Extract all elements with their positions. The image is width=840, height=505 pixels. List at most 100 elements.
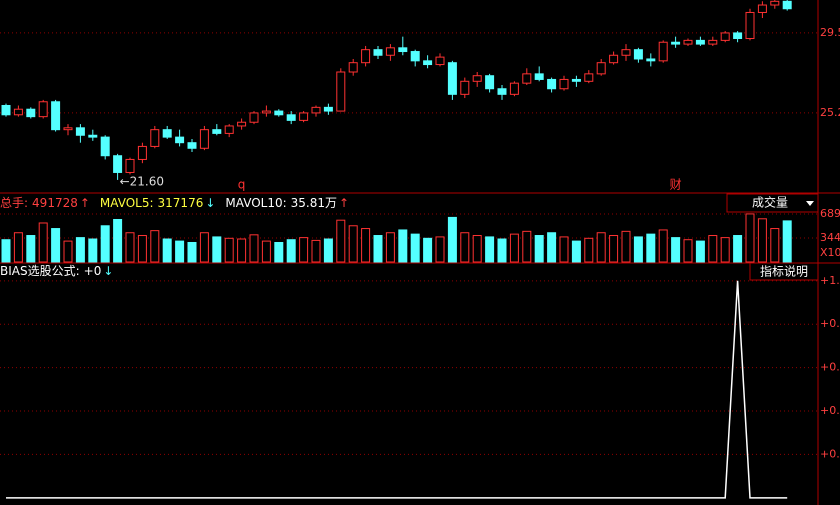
volume-bar bbox=[695, 240, 705, 263]
candle-body bbox=[162, 129, 172, 138]
volume-bar bbox=[212, 236, 222, 263]
volume-bar bbox=[633, 236, 643, 263]
volume-bar bbox=[720, 237, 730, 263]
volume-bar bbox=[100, 225, 110, 263]
volume-bar bbox=[113, 218, 123, 263]
volume-bar bbox=[596, 232, 606, 263]
volume-bar bbox=[1, 239, 11, 263]
y-tick-label: +0.2 bbox=[820, 447, 840, 460]
candle-body bbox=[13, 108, 23, 116]
candle-body bbox=[237, 121, 247, 127]
event-marker: q bbox=[238, 178, 246, 192]
candle-body bbox=[658, 41, 668, 62]
header-value: 35.81万 bbox=[291, 196, 337, 210]
candle-body bbox=[646, 58, 656, 62]
candle-body bbox=[187, 142, 197, 149]
candle-body bbox=[113, 155, 123, 173]
y-tick-label: +1.0 bbox=[820, 274, 840, 287]
volume-bar bbox=[547, 232, 557, 263]
volume-bar bbox=[38, 222, 48, 263]
candle-body bbox=[1, 104, 11, 116]
volume-bar bbox=[237, 238, 247, 263]
indicator-button[interactable] bbox=[749, 262, 819, 281]
volume-bar bbox=[199, 232, 209, 263]
candle-body bbox=[75, 127, 85, 136]
candle-body bbox=[596, 62, 606, 75]
volume-bar bbox=[299, 237, 309, 263]
candle-body bbox=[447, 62, 457, 95]
volume-bar bbox=[162, 238, 172, 263]
candle-body bbox=[671, 41, 681, 45]
candle-body bbox=[472, 75, 482, 82]
volume-bar bbox=[398, 229, 408, 263]
volume-bar bbox=[435, 236, 445, 263]
volume-bar bbox=[745, 213, 755, 263]
header-label: MAVOL5: bbox=[100, 196, 154, 210]
candle-body bbox=[584, 73, 594, 82]
candle-body bbox=[336, 71, 346, 112]
header-label: MAVOL10: bbox=[225, 196, 286, 210]
candle-body bbox=[708, 39, 718, 45]
indicator-title: BIAS选股公式: bbox=[0, 264, 80, 278]
candle-body bbox=[770, 0, 780, 6]
unit-label: X10 bbox=[820, 246, 840, 259]
volume-bar bbox=[336, 219, 346, 263]
candle-body bbox=[38, 101, 48, 118]
indicator-line bbox=[6, 280, 788, 499]
candle-body bbox=[621, 49, 631, 56]
header-arrow: ↑ bbox=[339, 196, 349, 210]
volume-bar bbox=[125, 232, 135, 263]
volume-bar bbox=[323, 238, 333, 263]
volume-bar bbox=[137, 235, 147, 263]
candle-body bbox=[547, 78, 557, 90]
candle-body bbox=[509, 82, 519, 95]
candle-body bbox=[423, 60, 433, 66]
volume-bar bbox=[175, 240, 185, 263]
candle-body bbox=[286, 114, 296, 121]
candle-body bbox=[745, 11, 755, 40]
volume-button[interactable] bbox=[726, 193, 819, 213]
volume-bar bbox=[770, 228, 780, 263]
volume-bar bbox=[621, 230, 631, 263]
volume-bar bbox=[75, 237, 85, 263]
candle-body bbox=[125, 158, 135, 173]
volume-bar bbox=[187, 241, 197, 263]
volume-bar bbox=[460, 232, 470, 263]
volume-bar bbox=[150, 230, 160, 263]
volume-bar bbox=[782, 220, 792, 263]
volume-bar bbox=[286, 239, 296, 263]
indicator-header: BIAS选股公式: +0 ↓ bbox=[0, 264, 113, 278]
indicator-value: +0 bbox=[84, 264, 102, 278]
candle-body bbox=[460, 80, 470, 95]
volume-bar bbox=[274, 241, 284, 263]
candle-body bbox=[385, 47, 395, 56]
candle-body bbox=[695, 39, 705, 45]
candle-body bbox=[373, 49, 383, 56]
volume-bar bbox=[671, 237, 681, 263]
y-tick-label: 25.2 bbox=[820, 106, 840, 119]
volume-bar bbox=[571, 240, 581, 263]
volume-bar bbox=[534, 235, 544, 263]
candle-body bbox=[348, 62, 358, 73]
candle-body bbox=[100, 136, 110, 157]
candle-body bbox=[150, 129, 160, 147]
candle-body bbox=[534, 73, 544, 80]
candle-body bbox=[435, 56, 445, 66]
candle-body bbox=[633, 49, 643, 60]
volume-bar bbox=[485, 236, 495, 263]
candle-body bbox=[757, 4, 767, 13]
volume-bar bbox=[51, 228, 61, 263]
volume-bar bbox=[26, 235, 36, 263]
volume-bar bbox=[63, 240, 73, 263]
candle-body bbox=[88, 134, 98, 138]
volume-bar bbox=[658, 229, 668, 263]
candle-body bbox=[274, 110, 284, 116]
volume-bar bbox=[423, 237, 433, 263]
header-value: 317176 bbox=[158, 196, 204, 210]
y-tick-label: 689 bbox=[820, 207, 840, 220]
candle-body bbox=[63, 127, 73, 131]
candle-body bbox=[137, 145, 147, 160]
volume-bar bbox=[447, 216, 457, 263]
candle-body bbox=[571, 78, 581, 82]
volume-bar bbox=[757, 218, 767, 263]
